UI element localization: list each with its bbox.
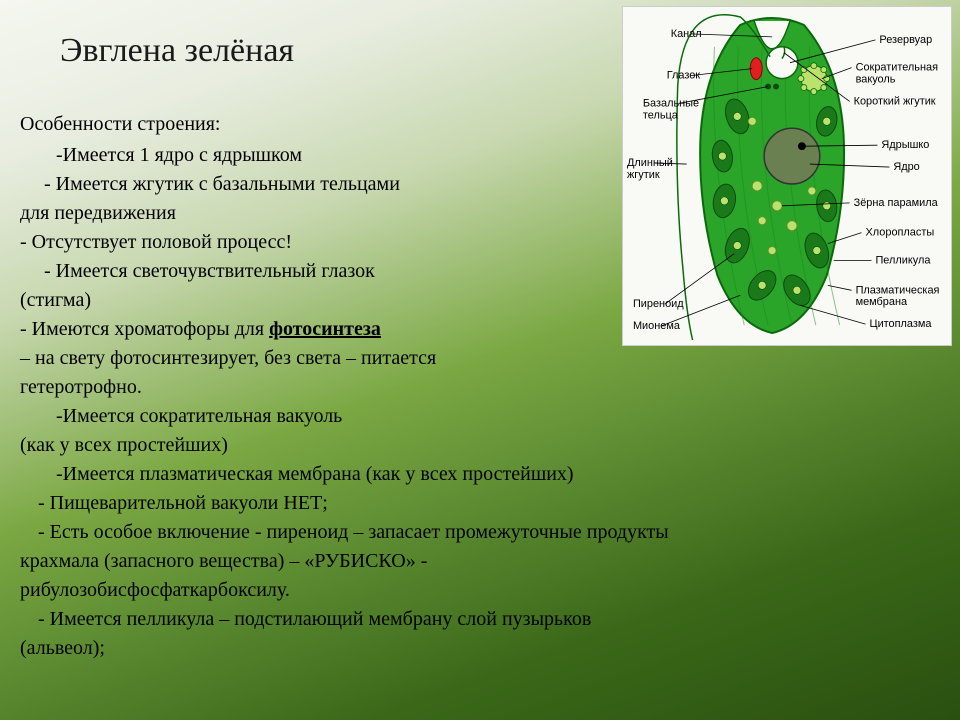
svg-text:Зёрна парамила: Зёрна парамила [854, 197, 939, 209]
text-line: - Имеется пелликула – подстилающий мембр… [20, 605, 940, 634]
svg-text:Базальные: Базальные [643, 97, 699, 109]
svg-text:Мионема: Мионема [633, 320, 681, 332]
text-line: гетеротрофно. [20, 373, 940, 402]
svg-text:мембрана: мембрана [856, 296, 908, 308]
svg-text:Плазматическая: Плазматическая [856, 284, 940, 296]
text-line: - Пищеварительной вакуоли НЕТ; [20, 489, 940, 518]
text-line: -Имеется плазматическая мембрана (как у … [20, 460, 940, 489]
svg-text:Глазок: Глазок [667, 70, 701, 82]
text-line: - Есть особое включение - пиреноид – зап… [20, 518, 940, 547]
text-line: (как у всех простейших) [20, 431, 940, 460]
svg-text:Пелликула: Пелликула [875, 254, 931, 266]
slide-title: Эвглена зелёная [60, 32, 294, 70]
svg-text:Цитоплазма: Цитоплазма [869, 318, 932, 330]
svg-text:Короткий жгутик: Короткий жгутик [854, 95, 936, 107]
svg-text:Сократительная: Сократительная [856, 62, 939, 74]
svg-text:Резервуар: Резервуар [879, 34, 932, 46]
svg-text:вакуоль: вакуоль [856, 74, 896, 86]
text-line: – на свету фотосинтезирует, без света – … [20, 344, 940, 373]
svg-text:жгутик: жгутик [627, 169, 660, 181]
svg-text:тельца: тельца [643, 109, 679, 121]
text-line: рибулозобисфосфаткарбоксилу. [20, 576, 940, 605]
svg-text:Длинный: Длинный [627, 157, 673, 169]
text-line: крахмала (запасного вещества) – «РУБИСКО… [20, 547, 940, 576]
text-line: -Имеется сократительная вакуоль [20, 402, 940, 431]
text-line: (альвеол); [20, 634, 940, 663]
svg-text:Ядро: Ядро [893, 161, 919, 173]
svg-text:Пиреноид: Пиреноид [633, 298, 684, 310]
svg-text:Хлоропласты: Хлоропласты [866, 227, 935, 239]
euglena-diagram: Канал Глазок Базальныетельца Длинныйжгутик П… [622, 6, 952, 346]
svg-text:Канал: Канал [671, 28, 702, 40]
svg-text:Ядрышко: Ядрышко [881, 139, 929, 151]
